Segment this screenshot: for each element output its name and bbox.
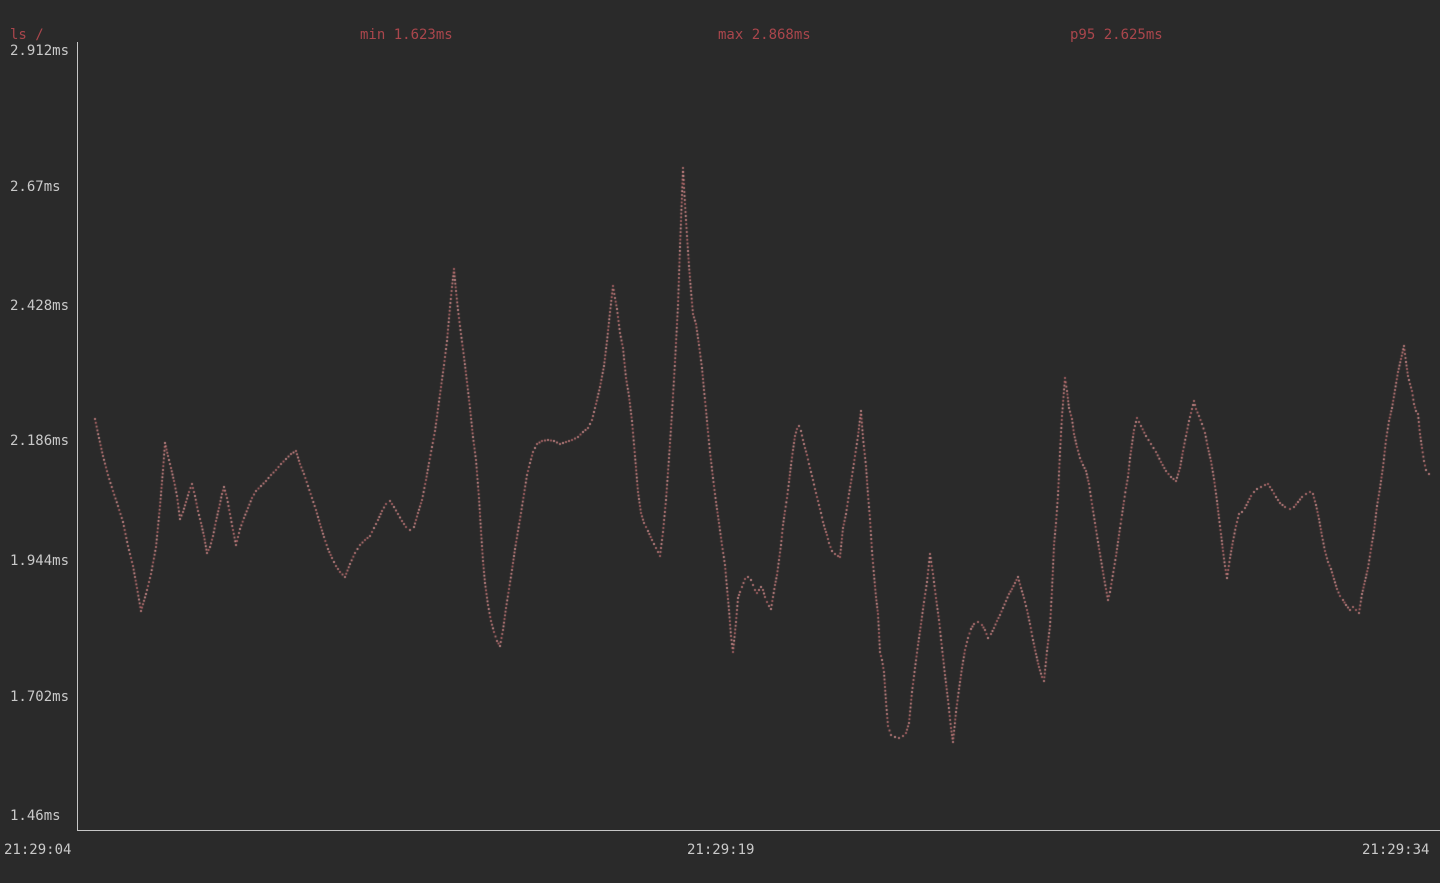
- stat-min: min 1.623ms: [360, 27, 453, 43]
- x-tick-label: 21:29:34: [1362, 842, 1430, 858]
- x-tick-label: 21:29:04: [4, 842, 72, 858]
- stat-max: max 2.868ms: [718, 27, 811, 43]
- y-tick-label: 2.67ms: [10, 179, 61, 195]
- y-tick-label: 2.186ms: [10, 433, 70, 449]
- y-axis-line: [77, 42, 78, 831]
- stat-p95: p95 2.625ms: [1070, 27, 1163, 43]
- y-tick-label: 1.944ms: [10, 553, 70, 569]
- y-tick-label: 2.912ms: [10, 43, 70, 59]
- command-title: ls /: [10, 27, 44, 43]
- y-tick-label: 1.46ms: [10, 808, 61, 824]
- x-tick-label: 21:29:19: [687, 842, 755, 858]
- y-tick-label: 1.702ms: [10, 689, 70, 705]
- y-tick-label: 2.428ms: [10, 298, 70, 314]
- x-axis-line: [77, 830, 1440, 831]
